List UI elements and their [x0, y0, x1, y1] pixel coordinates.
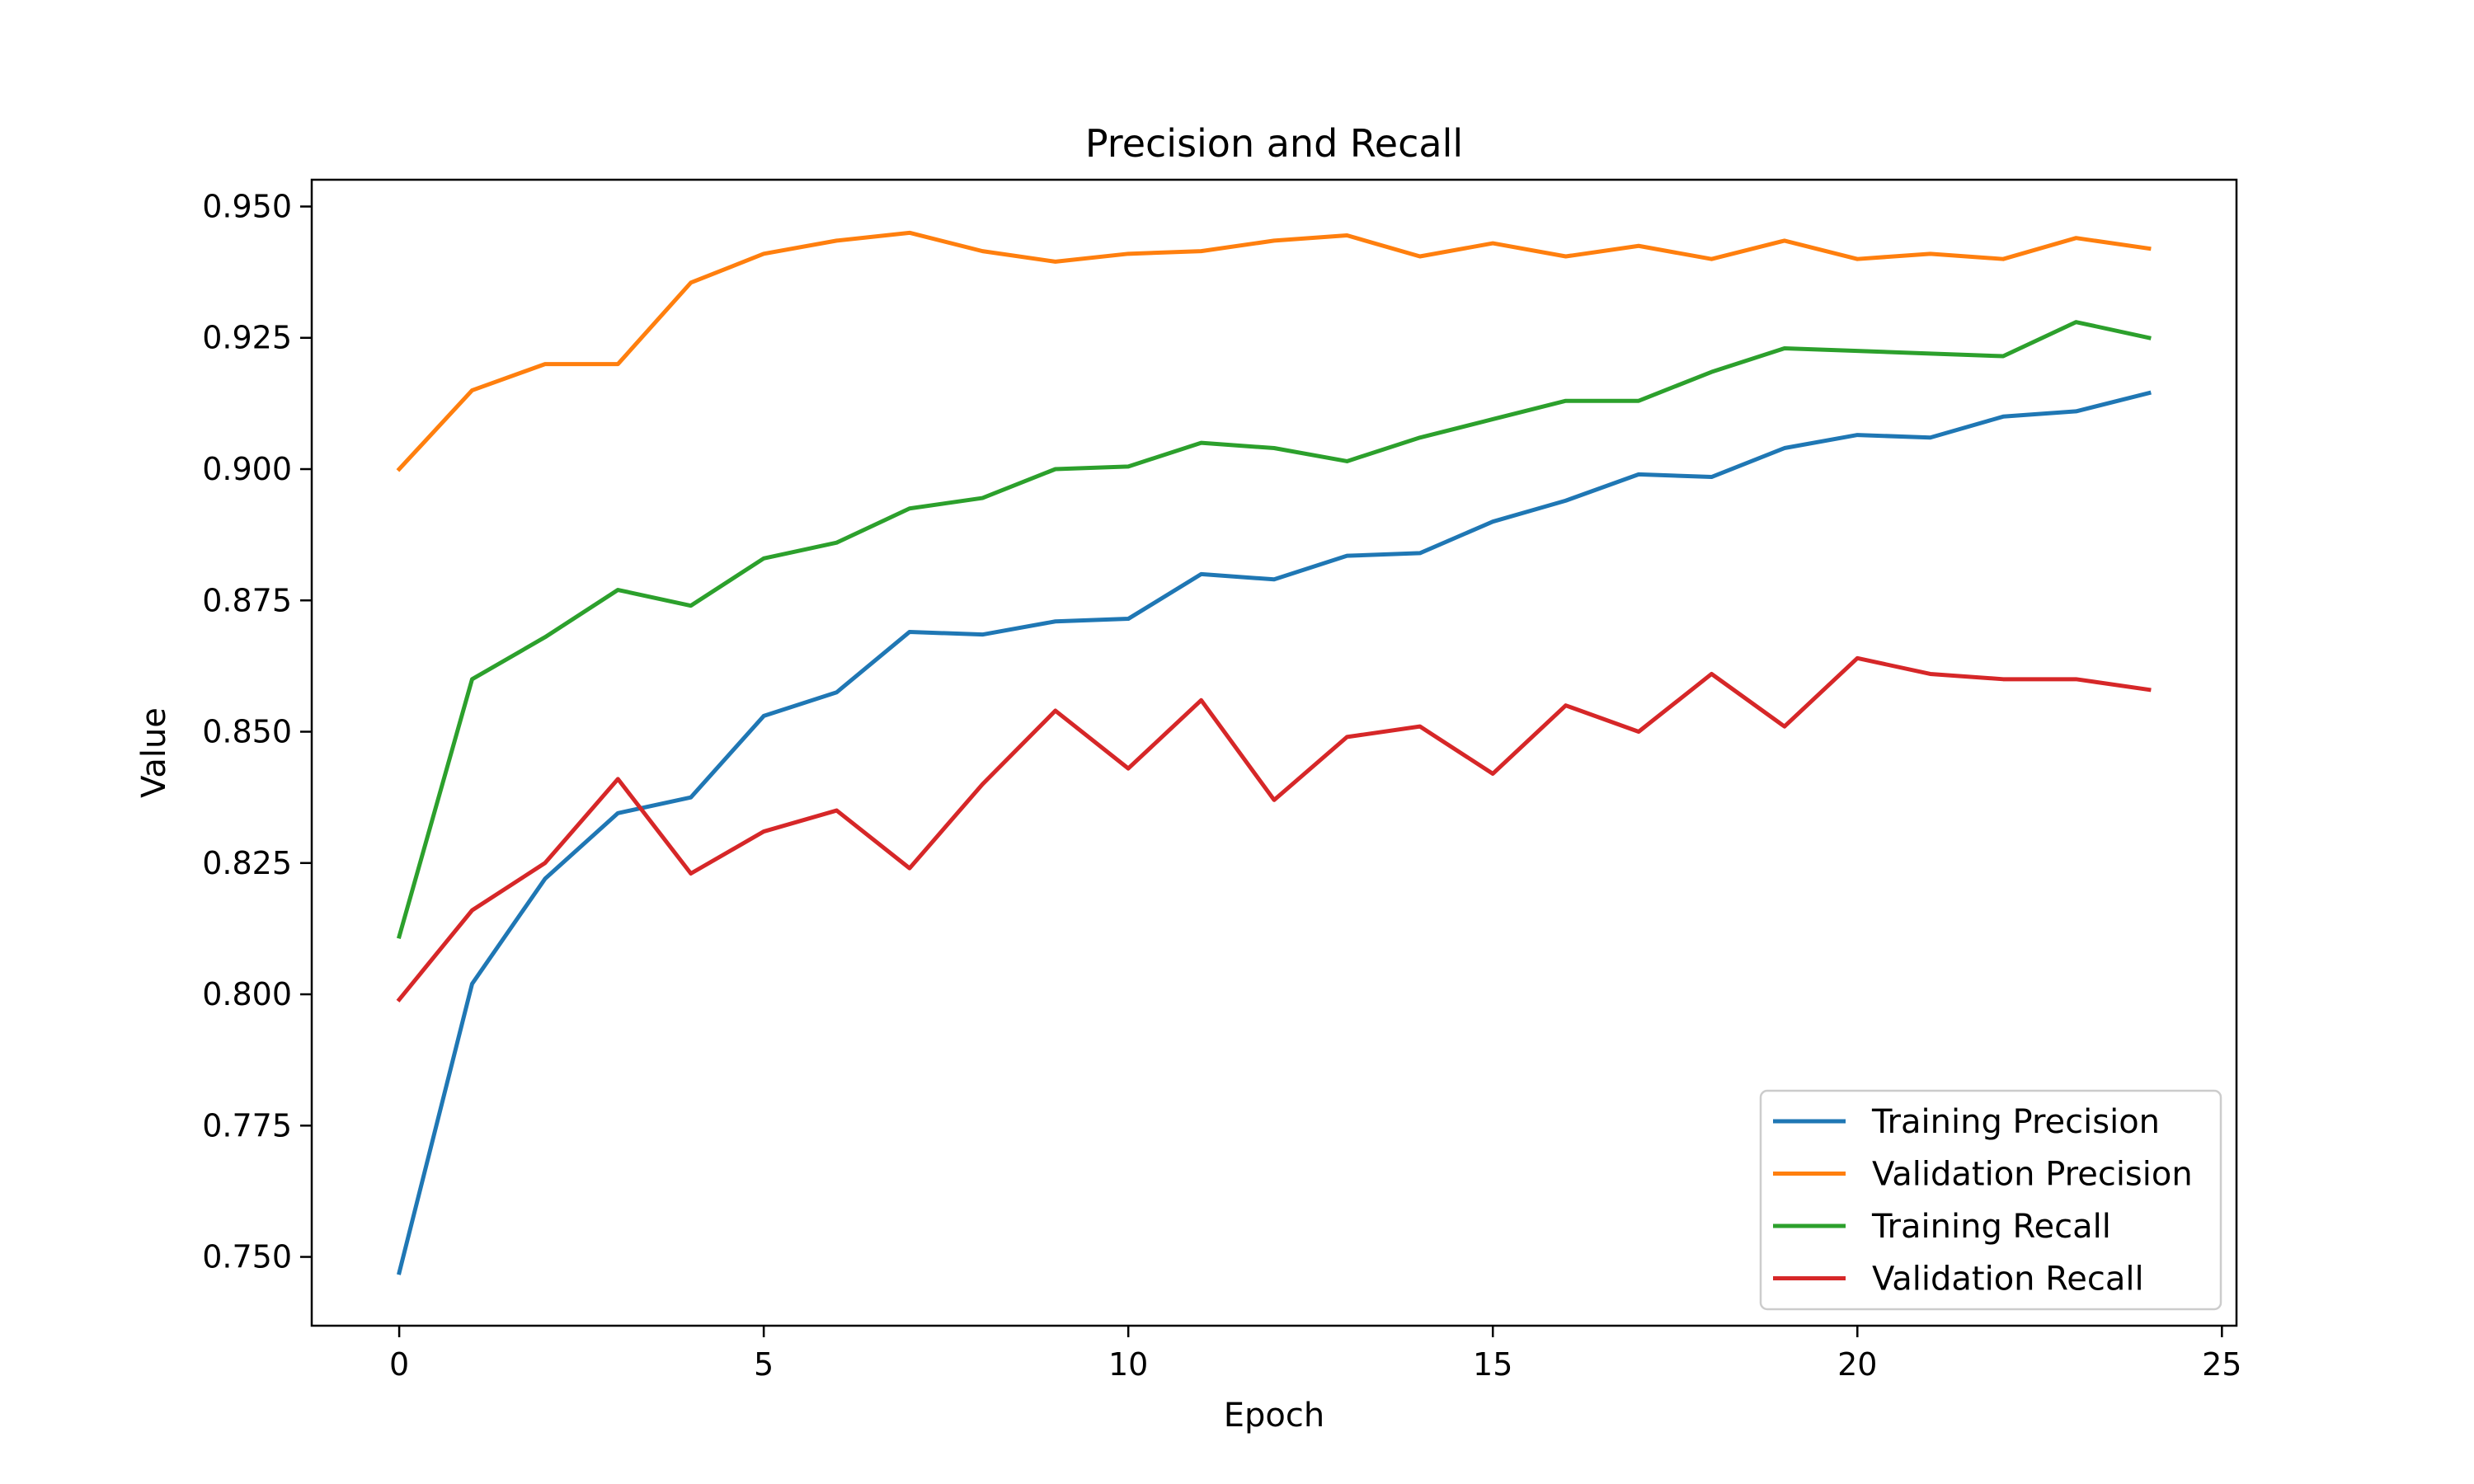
- legend-label-validation-precision: Validation Precision: [1872, 1156, 2193, 1194]
- y-tick-label: 0.925: [202, 320, 292, 356]
- y-tick-label: 0.950: [202, 188, 292, 224]
- x-tick-label: 5: [754, 1346, 774, 1383]
- legend-label-training-precision: Training Precision: [1871, 1103, 2160, 1141]
- plot-frame: [310, 178, 2238, 1327]
- x-tick-label: 20: [1837, 1346, 1877, 1383]
- y-tick-label: 0.875: [202, 582, 292, 618]
- chart-title: Precision and Recall: [1085, 121, 1463, 166]
- series-line-validation-recall: [396, 655, 2152, 1003]
- x-axis-ticks: 0 5 10 15 20 25: [389, 1326, 2241, 1383]
- x-tick-label: 10: [1108, 1346, 1148, 1383]
- y-tick-label: 0.775: [202, 1107, 292, 1144]
- y-axis-ticks: 0.750 0.775 0.800 0.825 0.850 0.875 0.900 0.925…: [202, 188, 312, 1275]
- plot-lines: [396, 230, 2152, 1275]
- y-axis-label: Value: [135, 707, 173, 798]
- y-tick-label: 0.825: [202, 845, 292, 881]
- series-line-validation-precision: [396, 230, 2152, 472]
- x-axis-label: Epoch: [1224, 1397, 1324, 1435]
- legend-box: [1759, 1089, 2222, 1311]
- y-tick-label: 0.900: [202, 451, 292, 487]
- legend-label-validation-recall: Validation Recall: [1872, 1261, 2144, 1298]
- x-tick-label: 15: [1473, 1346, 1512, 1383]
- y-tick-label: 0.800: [202, 976, 292, 1012]
- series-line-training-precision: [397, 390, 2152, 1275]
- series-line-training-recall: [397, 320, 2152, 940]
- y-tick-label: 0.750: [202, 1239, 292, 1275]
- legend-label-training-recall: Training Recall: [1871, 1208, 2111, 1246]
- legend: Training Precision Validation Precision Tr…: [1759, 1089, 2222, 1311]
- x-tick-label: 0: [389, 1346, 409, 1383]
- x-tick-label: 25: [2202, 1346, 2241, 1383]
- y-tick-label: 0.850: [202, 714, 292, 750]
